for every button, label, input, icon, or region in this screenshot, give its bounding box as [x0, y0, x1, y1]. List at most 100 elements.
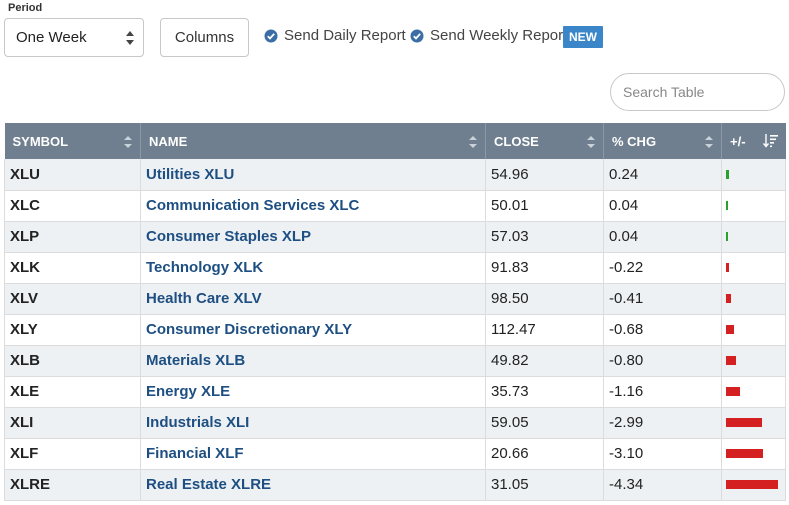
columns-button[interactable]: Columns [160, 18, 249, 57]
symbol-cell: XLK [4, 252, 141, 284]
name-cell: Communication Services XLC [140, 190, 486, 222]
name-cell: Consumer Discretionary XLY [140, 314, 486, 346]
symbol-cell: XLY [4, 314, 141, 346]
name-link[interactable]: Consumer Discretionary XLY [146, 321, 353, 338]
sort-icon [469, 136, 477, 148]
name-link[interactable]: Health Care XLV [146, 290, 262, 307]
name-cell: Technology XLK [140, 252, 486, 284]
sort-icon [124, 136, 132, 148]
pct-chg-cell: -3.10 [603, 438, 722, 470]
plus-minus-cell [721, 221, 786, 253]
period-select-value: One Week [16, 29, 87, 46]
symbol-cell: XLE [4, 376, 141, 408]
sort-icon [705, 136, 713, 148]
name-link[interactable]: Industrials XLI [146, 414, 250, 431]
name-cell: Energy XLE [140, 376, 486, 408]
change-bar [726, 294, 731, 303]
change-bar [726, 480, 778, 489]
pct-chg-cell: -0.41 [603, 283, 722, 315]
plus-minus-cell [721, 438, 786, 470]
change-bar [726, 232, 728, 241]
weekly-report-toggle[interactable]: Send Weekly Report [410, 27, 567, 44]
name-cell: Health Care XLV [140, 283, 486, 315]
table-row: XLV Health Care XLV 98.50 -0.41 [4, 283, 786, 315]
table-row: XLP Consumer Staples XLP 57.03 0.04 [4, 221, 786, 253]
table-row: XLI Industrials XLI 59.05 -2.99 [4, 407, 786, 439]
column-header-symbol[interactable]: SYMBOL [4, 123, 141, 159]
name-link[interactable]: Materials XLB [146, 352, 246, 369]
change-bar [726, 201, 728, 210]
table-row: XLF Financial XLF 20.66 -3.10 [4, 438, 786, 470]
plus-minus-cell [721, 345, 786, 377]
name-link[interactable]: Communication Services XLC [146, 197, 360, 214]
name-cell: Real Estate XLRE [140, 469, 486, 501]
column-header-pct-chg[interactable]: % CHG [603, 123, 722, 159]
plus-minus-cell [721, 252, 786, 284]
name-link[interactable]: Real Estate XLRE [146, 476, 272, 493]
name-cell: Financial XLF [140, 438, 486, 470]
symbol-cell: XLC [4, 190, 141, 222]
close-cell: 20.66 [485, 438, 604, 470]
pct-chg-cell: 0.24 [603, 159, 722, 191]
plus-minus-cell [721, 469, 786, 501]
close-cell: 57.03 [485, 221, 604, 253]
plus-minus-cell [721, 190, 786, 222]
pct-chg-cell: -0.80 [603, 345, 722, 377]
name-link[interactable]: Energy XLE [146, 383, 231, 400]
name-link[interactable]: Technology XLK [146, 259, 264, 276]
search-input[interactable] [610, 73, 785, 111]
change-bar [726, 325, 734, 334]
close-cell: 35.73 [485, 376, 604, 408]
close-cell: 31.05 [485, 469, 604, 501]
name-link[interactable]: Consumer Staples XLP [146, 228, 312, 245]
pct-chg-cell: 0.04 [603, 190, 722, 222]
pct-chg-cell: -1.16 [603, 376, 722, 408]
name-link[interactable]: Utilities XLU [146, 165, 235, 183]
close-cell: 54.96 [485, 159, 604, 191]
plus-minus-cell [721, 314, 786, 346]
name-cell: Utilities XLU [140, 159, 486, 191]
check-circle-icon [264, 29, 278, 42]
close-cell: 91.83 [485, 252, 604, 284]
table-row: XLU Utilities XLU 54.96 0.24 [4, 159, 786, 191]
new-badge: NEW [563, 26, 603, 48]
change-bar [726, 449, 763, 458]
check-circle-icon [410, 29, 424, 42]
column-header-name[interactable]: NAME [140, 123, 486, 159]
table-row: XLY Consumer Discretionary XLY 112.47 -0.68 [4, 314, 786, 346]
sector-table: SYMBOL NAME CLOSE % CHG +/- [4, 123, 786, 501]
daily-report-label: Send Daily Report [284, 27, 406, 44]
table-row: XLK Technology XLK 91.83 -0.22 [4, 252, 786, 284]
symbol-cell: XLF [4, 438, 141, 470]
period-select[interactable]: One Week [4, 18, 144, 57]
plus-minus-cell [721, 283, 786, 315]
table-row: XLE Energy XLE 35.73 -1.16 [4, 376, 786, 408]
name-cell: Industrials XLI [140, 407, 486, 439]
pct-chg-cell: 0.04 [603, 221, 722, 253]
symbol-cell: XLP [4, 221, 141, 253]
pct-chg-cell: -0.22 [603, 252, 722, 284]
name-link[interactable]: Financial XLF [146, 445, 244, 462]
sort-icon [587, 136, 595, 148]
table-row: XLB Materials XLB 49.82 -0.80 [4, 345, 786, 377]
change-bar [726, 418, 762, 427]
close-cell: 49.82 [485, 345, 604, 377]
column-header-plus-minus[interactable]: +/- [721, 123, 786, 159]
period-label: Period [8, 2, 43, 14]
symbol-cell: XLB [4, 345, 141, 377]
pct-chg-cell: -4.34 [603, 469, 722, 501]
symbol-cell: XLI [4, 407, 141, 439]
pct-chg-cell: -2.99 [603, 407, 722, 439]
daily-report-toggle[interactable]: Send Daily Report [264, 27, 406, 44]
plus-minus-cell [721, 376, 786, 408]
table-row: XLC Communication Services XLC 50.01 0.04 [4, 190, 786, 222]
table-header-row: SYMBOL NAME CLOSE % CHG +/- [4, 123, 786, 159]
column-header-close[interactable]: CLOSE [485, 123, 604, 159]
close-cell: 98.50 [485, 283, 604, 315]
close-cell: 50.01 [485, 190, 604, 222]
close-cell: 59.05 [485, 407, 604, 439]
close-cell: 112.47 [485, 314, 604, 346]
sort-descending-icon [762, 134, 778, 148]
symbol-cell: XLV [4, 283, 141, 315]
plus-minus-cell [721, 407, 786, 439]
